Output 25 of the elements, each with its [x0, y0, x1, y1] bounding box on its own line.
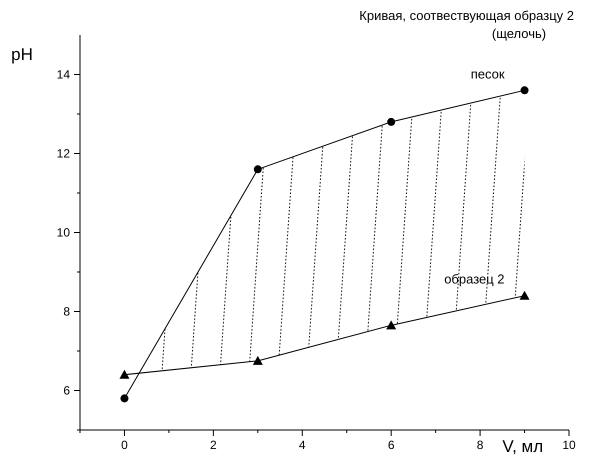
x-axis-title: V, мл — [502, 437, 544, 456]
x-tick-label: 6 — [388, 438, 395, 452]
x-tick-label: 10 — [562, 438, 576, 452]
y-axis-title: pH — [11, 45, 33, 64]
y-tick-label: 8 — [63, 304, 70, 318]
chart-title: Кривая, соотвествующая образцу 2 — [359, 8, 574, 23]
y-tick-label: 6 — [63, 384, 70, 398]
point — [386, 320, 396, 330]
y-tick-label: 10 — [56, 226, 70, 240]
point — [520, 290, 530, 300]
point — [119, 370, 130, 379]
x-tick-label: 4 — [298, 438, 306, 452]
x-tick-label: 2 — [210, 438, 218, 452]
y-tick-label: 14 — [56, 68, 70, 82]
point — [120, 394, 128, 402]
point — [520, 86, 529, 94]
series-label: песок — [470, 66, 505, 82]
x-tick-label: 0 — [121, 438, 128, 452]
y-tick-label: 12 — [56, 146, 70, 160]
point — [252, 356, 263, 365]
series-label: образец 2 — [444, 272, 505, 287]
x-tick-label: 8 — [476, 438, 484, 452]
point — [387, 118, 396, 126]
point — [254, 165, 262, 174]
chart-subtitle: (щелочь) — [492, 26, 546, 41]
